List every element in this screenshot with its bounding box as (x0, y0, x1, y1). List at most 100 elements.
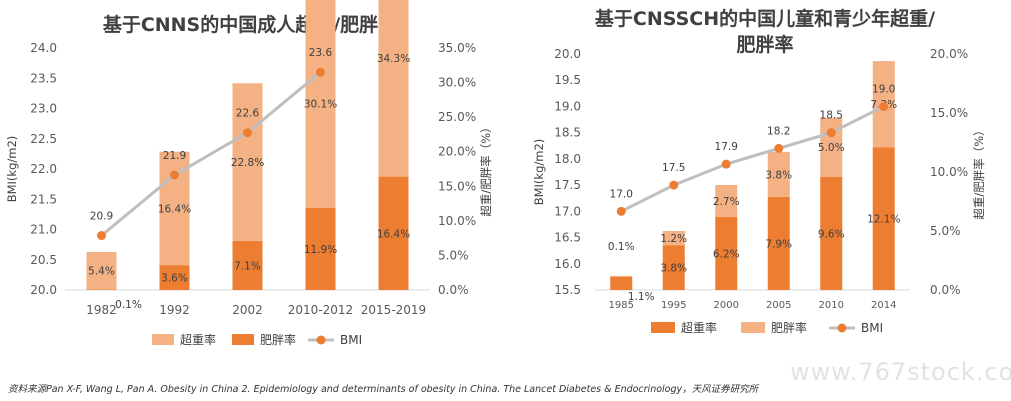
legend-overweight-swatch (651, 322, 675, 333)
y-axis-title: BMI(kg/m2) (532, 139, 546, 206)
bmi-data-label: 18.5 (820, 110, 843, 122)
obesity-bar (159, 265, 190, 290)
bmi-point (170, 170, 179, 180)
y-tick-label: 24.0 (30, 41, 57, 55)
y2-tick-label: 25.0% (438, 110, 476, 124)
adult-chart: 基于CNNS的中国成人超重/肥胖率 20.0 20.5 21.0 21.5 22.0 22… (0, 0, 500, 370)
bmi-line (100, 71, 322, 237)
obesity-data-label: 16.4% (377, 228, 410, 240)
y2-tick-label: 5.0% (438, 248, 469, 262)
legend-obesity-swatch (232, 334, 254, 345)
child-chart-title-line2: 肥胖率 (736, 34, 794, 56)
bmi-point (774, 143, 784, 153)
legend-overweight-label: 超重率 (681, 320, 717, 335)
y2-tick-label: 30.0% (438, 76, 476, 90)
upper-data-label: 3.8% (765, 169, 792, 181)
y-axis-title: BMI(kg/m2) (5, 136, 19, 203)
legend-overweight-swatch (152, 334, 174, 345)
y2-axis-title: 超重/肥胖率（%） (972, 124, 986, 219)
bmi-data-label: 19.0 (872, 83, 895, 95)
bmi-data-label: 23.6 (309, 47, 333, 59)
bmi-data-label: 17.5 (662, 162, 685, 174)
upper-bar (662, 231, 685, 246)
lower-bar (820, 176, 843, 290)
y-tick-label: 18.5 (554, 126, 581, 140)
legend-obesity-label: 肥胖率 (771, 320, 807, 335)
x-tick-label: 2014 (871, 300, 896, 311)
lower-data-label: 12.1% (867, 214, 900, 226)
x-tick-label: 2005 (766, 300, 791, 311)
y-tick-label: 22.0 (30, 162, 57, 176)
lower-bar (662, 245, 685, 290)
x-tick-label: 2002 (232, 303, 263, 317)
y-tick-label: 17.5 (554, 178, 581, 192)
obesity-bar (232, 240, 263, 290)
obesity-bar (378, 176, 409, 290)
x-tick-label: 1982 (86, 303, 117, 317)
y2-tick-label: 20.0% (438, 145, 476, 159)
y-tick-label: 19.5 (554, 73, 581, 87)
upper-data-label: 1.2% (660, 233, 687, 245)
bmi-point (669, 180, 679, 190)
upper-data-label: 2.7% (713, 196, 740, 208)
y-tick-label: 20.5 (30, 253, 57, 267)
x-tick-label: 2015-2019 (361, 303, 426, 317)
bmi-line (620, 105, 885, 213)
legend-bmi-label: BMI (340, 333, 362, 347)
lower-bar (872, 147, 895, 290)
y2-tick-label: 10.0% (930, 165, 968, 179)
y-tick-label: 23.0 (30, 102, 57, 116)
lower-data-label: 9.6% (818, 228, 845, 240)
upper-data-label: 5.0% (818, 142, 845, 154)
x-tick-label: 1995 (661, 300, 686, 311)
x-tick-label: 2010-2012 (288, 303, 353, 317)
legend-bmi-marker (316, 335, 326, 345)
y-tick-label: 21.0 (30, 223, 57, 237)
obesity-data-label: 3.6% (161, 273, 188, 285)
x-tick-label: 1985 (609, 300, 634, 311)
obesity-bar (305, 207, 336, 290)
obesity-data-label: 7.1% (234, 260, 261, 272)
y2-tick-label: 10.0% (438, 214, 476, 228)
bmi-point (721, 159, 731, 169)
y2-tick-label: 0.0% (438, 283, 469, 297)
y-tick-label: 16.0 (554, 257, 581, 271)
overweight-bar (378, 0, 409, 177)
y-tick-label: 22.5 (30, 132, 57, 146)
bmi-point (879, 101, 889, 111)
bmi-point (316, 67, 325, 77)
overweight-bar (232, 83, 263, 241)
legend-obesity-label: 肥胖率 (260, 332, 296, 347)
lower-data-label: 7.9% (765, 238, 792, 250)
legend-bmi-marker (837, 323, 847, 333)
overweight-data-label: 22.8% (231, 157, 264, 169)
lower-data-label: 3.8% (660, 263, 687, 275)
lower-bar (715, 216, 738, 290)
upper-data-label: 0.1% (608, 241, 635, 253)
watermark: www.767stock.com (790, 358, 1011, 386)
y2-tick-label: 20.0% (930, 47, 968, 61)
adult-chart-plot: 20.0 20.5 21.0 21.5 22.0 22.5 23.0 23.5 24.0 0.0%… (5, 0, 493, 347)
y2-tick-label: 5.0% (930, 224, 961, 238)
overweight-data-label: 30.1% (304, 99, 337, 111)
legend-overweight-label: 超重率 (180, 332, 216, 347)
obesity-data-label: 0.1% (115, 299, 142, 311)
lower-bar (767, 196, 790, 290)
legend-bmi-label: BMI (861, 321, 883, 335)
y-tick-label: 20.0 (30, 283, 57, 297)
bmi-data-label: 22.6 (236, 108, 260, 120)
y-tick-label: 18.0 (554, 152, 581, 166)
y2-tick-label: 15.0% (930, 106, 968, 120)
x-tick-label: 2000 (714, 300, 739, 311)
bmi-data-label: 21.9 (163, 150, 186, 162)
child-chart: 基于CNSSCH的中国儿童和青少年超重/ 肥胖率 15.5 16.0 16.5 17.… (505, 0, 1011, 370)
bmi-data-label: 17.9 (715, 141, 738, 153)
upper-bar (767, 151, 790, 197)
y2-tick-label: 15.0% (438, 179, 476, 193)
y-tick-label: 15.5 (554, 283, 581, 297)
legend-obesity-swatch (741, 322, 765, 333)
overweight-data-label: 34.3% (377, 53, 410, 65)
bmi-point (97, 231, 106, 241)
child-chart-title: 基于CNSSCH的中国儿童和青少年超重/ 肥胖率 (545, 6, 985, 58)
y-tick-label: 17.0 (554, 204, 581, 218)
